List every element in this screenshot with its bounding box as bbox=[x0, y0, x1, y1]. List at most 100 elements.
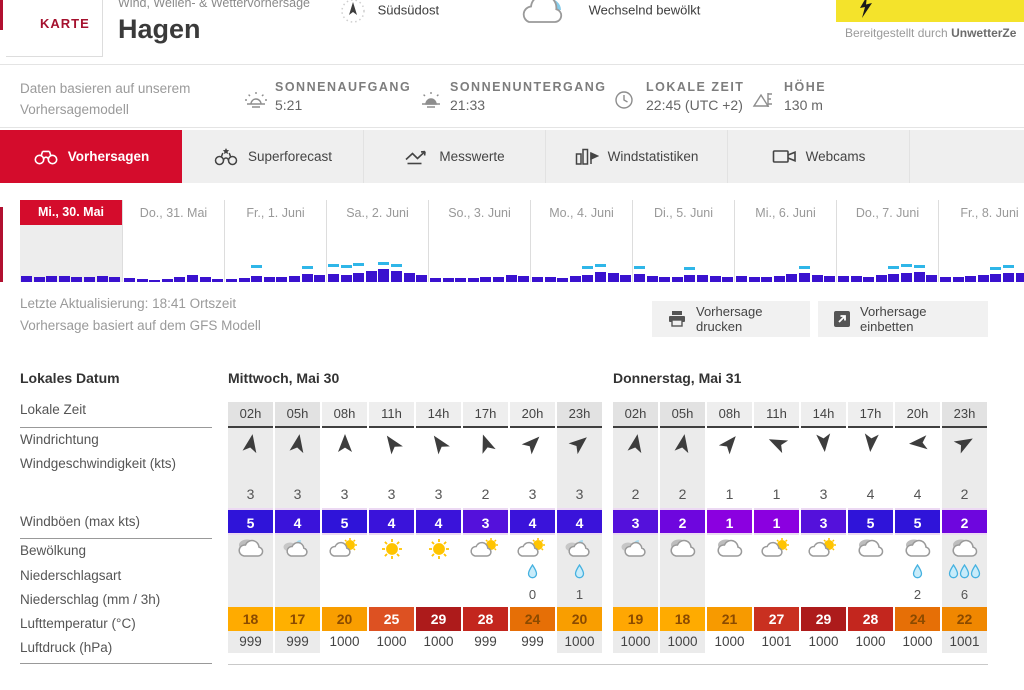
pressure-cell: 1000 bbox=[423, 634, 454, 649]
precip-amount-cell bbox=[754, 585, 799, 607]
tab-messwerte[interactable]: Messwerte bbox=[364, 130, 546, 183]
winddir-row bbox=[613, 428, 988, 458]
date-strip-day[interactable]: Sa., 2. Juni bbox=[326, 200, 428, 282]
gust-cell: 5 bbox=[848, 508, 893, 535]
wind-bar bbox=[391, 271, 402, 282]
row-label: Lufttemperatur (°C) bbox=[20, 616, 136, 631]
gust-cell: 5 bbox=[322, 508, 367, 535]
wind-direction-cell bbox=[707, 428, 752, 458]
cloud-moon-icon bbox=[275, 535, 320, 561]
divider bbox=[0, 127, 1024, 128]
wind-bar bbox=[709, 276, 721, 282]
wind-bar bbox=[952, 277, 964, 282]
hour-cell: 11h bbox=[754, 402, 799, 428]
tab-label: Vorhersagen bbox=[67, 149, 150, 164]
precip-type-cell bbox=[228, 561, 273, 585]
gust-cell: 1 bbox=[707, 508, 752, 535]
date-strip-day[interactable]: So., 3. Juni bbox=[428, 200, 530, 282]
wind-bar bbox=[314, 275, 326, 282]
model-note: Daten basieren auf unserem Vorhersagemod… bbox=[20, 81, 191, 117]
wind-direction-cell bbox=[510, 428, 555, 458]
wind-arrow-icon bbox=[424, 428, 453, 457]
drop-icon bbox=[895, 561, 940, 585]
precip-amount-cell bbox=[228, 585, 273, 607]
pressure-cell: 1000 bbox=[329, 634, 360, 649]
pressure-cell: 999 bbox=[474, 634, 497, 649]
tab-vorhersagen[interactable]: Vorhersagen bbox=[0, 130, 182, 183]
wind-bar bbox=[799, 273, 810, 282]
wind-preview-bars bbox=[430, 252, 530, 282]
webcam-icon bbox=[772, 149, 797, 164]
wind-speed-cell: 3 bbox=[434, 486, 443, 502]
provider-banner[interactable] bbox=[836, 0, 1024, 22]
tab-webcams[interactable]: Webcams bbox=[728, 130, 910, 183]
wind-direction-cell bbox=[754, 428, 799, 458]
temperature-cell: 28 bbox=[463, 607, 508, 631]
karte-label: KARTE bbox=[40, 16, 90, 31]
wind-preview-bars bbox=[634, 252, 734, 282]
wind-bar bbox=[136, 279, 148, 282]
provider-credit[interactable]: Bereitgestellt durch UnwetterZe bbox=[845, 26, 1016, 40]
temperature-cell: 29 bbox=[416, 607, 461, 631]
pressure-cell: 999 bbox=[275, 631, 320, 653]
gust-cell: 5 bbox=[895, 508, 940, 535]
precip-type-cell bbox=[322, 561, 367, 585]
temperature-cell: 20 bbox=[557, 607, 602, 631]
temperature-cell: 22 bbox=[942, 607, 987, 631]
wind-direction-cell bbox=[369, 428, 414, 458]
sky-row bbox=[228, 535, 603, 561]
date-strip-day[interactable]: Fr., 1. Juni bbox=[224, 200, 326, 282]
gust-mark bbox=[391, 264, 402, 267]
vorhersage-einbetten-button[interactable]: Vorhersage einbetten bbox=[818, 301, 988, 337]
tab-superforecast[interactable]: Superforecast bbox=[182, 130, 364, 183]
wind-bar bbox=[161, 279, 173, 282]
karte-button[interactable]: KARTE bbox=[6, 0, 103, 57]
wind-bar bbox=[646, 276, 658, 282]
temperature-cell: 18 bbox=[660, 607, 705, 631]
wind-bar bbox=[926, 275, 938, 282]
wind-bar bbox=[455, 278, 467, 282]
wind-bar bbox=[301, 274, 313, 282]
pressure-cell: 1000 bbox=[613, 631, 658, 653]
precip-type-cell bbox=[416, 561, 461, 585]
temperature-cell: 24 bbox=[510, 607, 555, 631]
gust-mark bbox=[582, 266, 594, 269]
current-wind: Südsüdost bbox=[340, 0, 439, 24]
stat-lokale-zeit: LOKALE ZEIT 22:45 (UTC +2) bbox=[614, 80, 744, 113]
precip-type-cell bbox=[613, 561, 658, 585]
wind-arrow-icon bbox=[762, 429, 790, 456]
wind-bar bbox=[811, 275, 823, 282]
gust-mark bbox=[251, 265, 263, 268]
tab-label: Windstatistiken bbox=[607, 149, 699, 164]
sunset-icon bbox=[418, 90, 444, 110]
date-strip-day[interactable]: Fr., 8. Juni bbox=[938, 200, 1024, 282]
wind-bar bbox=[965, 276, 977, 282]
vorhersage-drucken-button[interactable]: Vorhersage drucken bbox=[652, 301, 810, 337]
wind-speed-cell: 4 bbox=[866, 486, 875, 502]
date-strip-day[interactable]: Do., 7. Juni bbox=[836, 200, 938, 282]
binoculars-star-icon bbox=[213, 147, 239, 166]
date-strip-day[interactable]: Mi., 6. Juni bbox=[734, 200, 836, 282]
date-strip-day-label: Di., 5. Juni bbox=[653, 206, 714, 220]
wind-preview-bars bbox=[838, 252, 938, 282]
pressure-cell: 1000 bbox=[855, 634, 886, 649]
date-strip-day[interactable]: Mi., 30. Mai bbox=[20, 200, 122, 282]
wind-speed-cell: 3 bbox=[387, 486, 396, 502]
gust-mark bbox=[634, 266, 645, 269]
wind-arrow-icon bbox=[565, 428, 595, 457]
wind-bar bbox=[226, 279, 237, 282]
wind-bar bbox=[124, 278, 135, 282]
date-strip-day[interactable]: Mo., 4. Juni bbox=[530, 200, 632, 282]
wind-bar bbox=[289, 276, 300, 282]
cloud-moon-icon bbox=[557, 535, 602, 561]
wind-speed-cell: 3 bbox=[528, 486, 537, 502]
tab-windstatistiken[interactable]: Windstatistiken bbox=[546, 130, 728, 183]
date-strip-day[interactable]: Do., 31. Mai bbox=[122, 200, 224, 282]
date-strip-day[interactable]: Di., 5. Juni bbox=[632, 200, 734, 282]
current-weather: Wechselnd bewölkt bbox=[515, 0, 700, 24]
stat-value: 21:33 bbox=[450, 97, 486, 113]
